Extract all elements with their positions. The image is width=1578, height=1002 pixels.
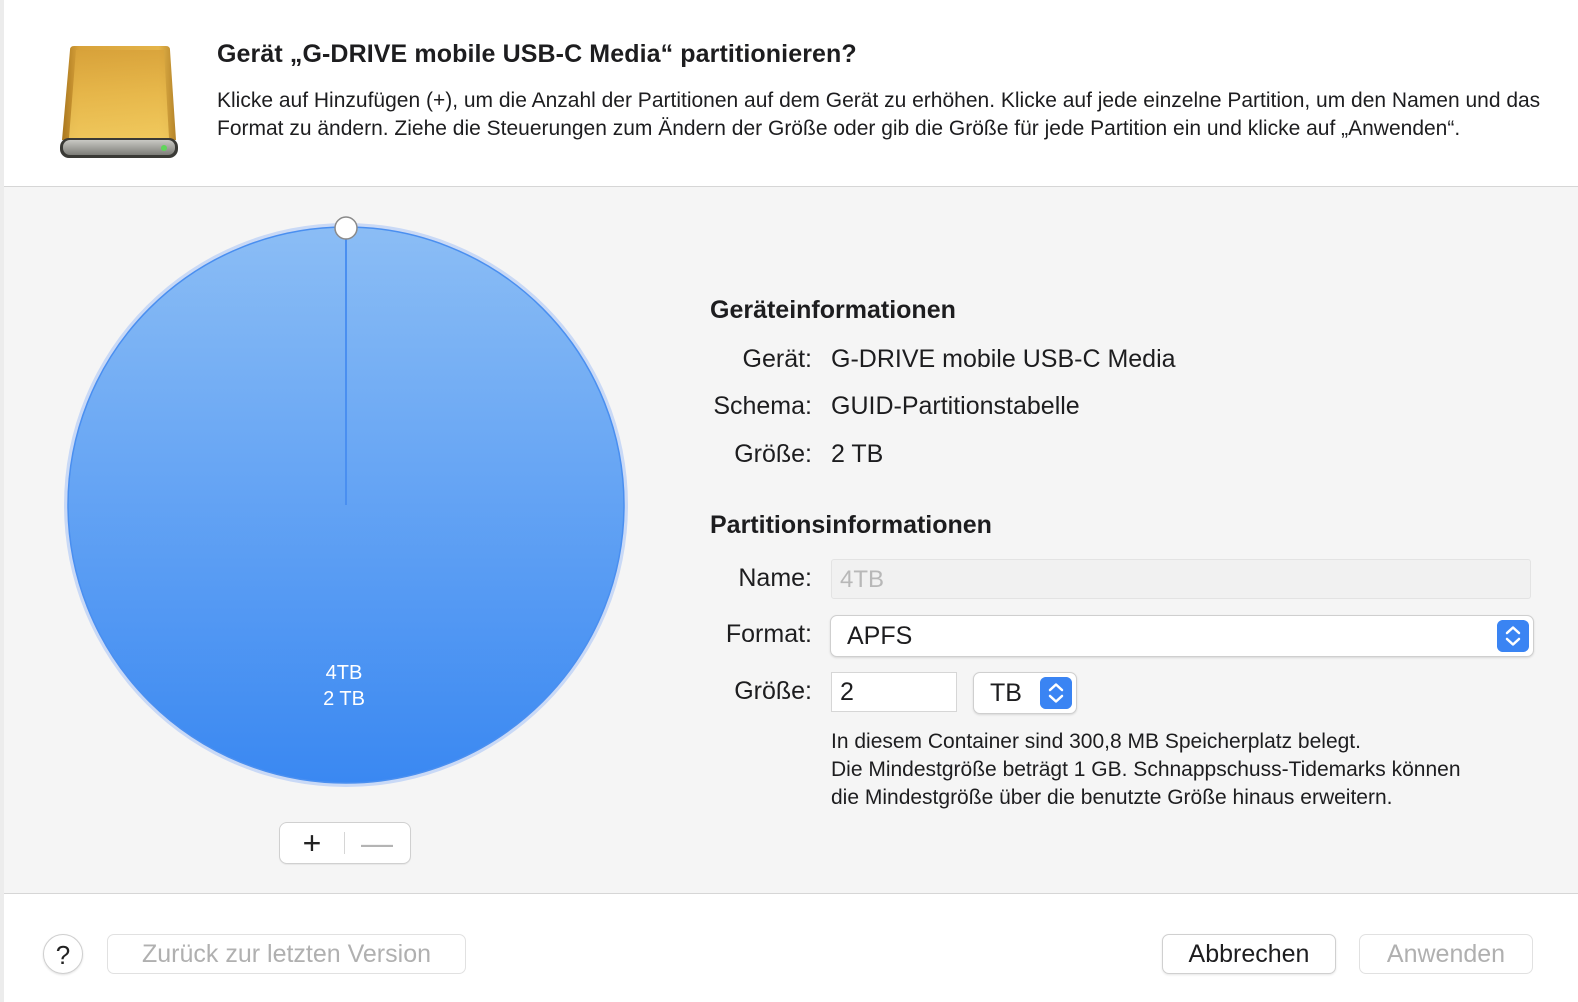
- help-button[interactable]: ?: [43, 934, 83, 974]
- partition-info-heading: Partitionsinformationen: [710, 511, 992, 539]
- pie-partition-size: 2 TB: [323, 688, 365, 710]
- add-partition-button[interactable]: +: [302, 825, 322, 861]
- note-line: Die Mindestgröße beträgt 1 GB. Schnappsc…: [831, 758, 1461, 781]
- size-note: In diesem Container sind 300,8 MB Speich…: [831, 728, 1551, 812]
- partition-dialog: Gerät „G-DRIVE mobile USB-C Media“ parti…: [4, 0, 1578, 1002]
- dialog-body: 4TB 2 TB + — Geräteinformationen Gerät: …: [4, 187, 1578, 894]
- partition-size-label: Größe:: [734, 677, 812, 705]
- chevron-updown-icon: [1040, 677, 1072, 709]
- unit-value: TB: [990, 679, 1022, 707]
- dialog-footer: ? Zurück zur letzten Version Abbrechen A…: [4, 894, 1578, 1002]
- device-label: Gerät:: [742, 345, 812, 373]
- format-value: APFS: [847, 622, 913, 650]
- dialog-title: Gerät „G-DRIVE mobile USB-C Media“ parti…: [217, 40, 857, 68]
- note-line: die Mindestgröße über die benutzte Größe…: [831, 786, 1393, 809]
- format-label: Format:: [725, 620, 812, 648]
- device-info-heading: Geräteinformationen: [710, 296, 956, 324]
- unit-popup[interactable]: TB: [973, 672, 1077, 714]
- format-popup[interactable]: APFS: [830, 615, 1534, 657]
- chevron-updown-icon: [1497, 620, 1529, 652]
- pie-partition-name: 4TB: [325, 662, 363, 684]
- external-drive-icon: [60, 46, 178, 158]
- partition-pie-chart[interactable]: [60, 215, 632, 787]
- name-field[interactable]: 4TB: [831, 559, 1531, 599]
- resize-handle: [334, 216, 358, 240]
- scheme-value: GUID-Partitionstabelle: [831, 392, 1080, 420]
- remove-partition-button[interactable]: —: [361, 825, 393, 861]
- scheme-label: Schema:: [713, 392, 812, 420]
- name-label: Name:: [738, 564, 812, 592]
- device-size-value: 2 TB: [831, 440, 884, 468]
- revert-button[interactable]: Zurück zur letzten Version: [107, 934, 466, 974]
- add-remove-control: + —: [279, 822, 411, 864]
- note-line: In diesem Container sind 300,8 MB Speich…: [831, 730, 1361, 753]
- device-size-label: Größe:: [734, 440, 812, 468]
- dialog-header: Gerät „G-DRIVE mobile USB-C Media“ parti…: [4, 0, 1578, 187]
- device-value: G-DRIVE mobile USB-C Media: [831, 345, 1176, 373]
- dialog-description: Klicke auf Hinzufügen (+), um die Anzahl…: [217, 89, 1541, 140]
- apply-button[interactable]: Anwenden: [1359, 934, 1533, 974]
- control-separator: [344, 832, 345, 854]
- size-input[interactable]: 2: [831, 672, 957, 712]
- cancel-button[interactable]: Abbrechen: [1162, 934, 1336, 974]
